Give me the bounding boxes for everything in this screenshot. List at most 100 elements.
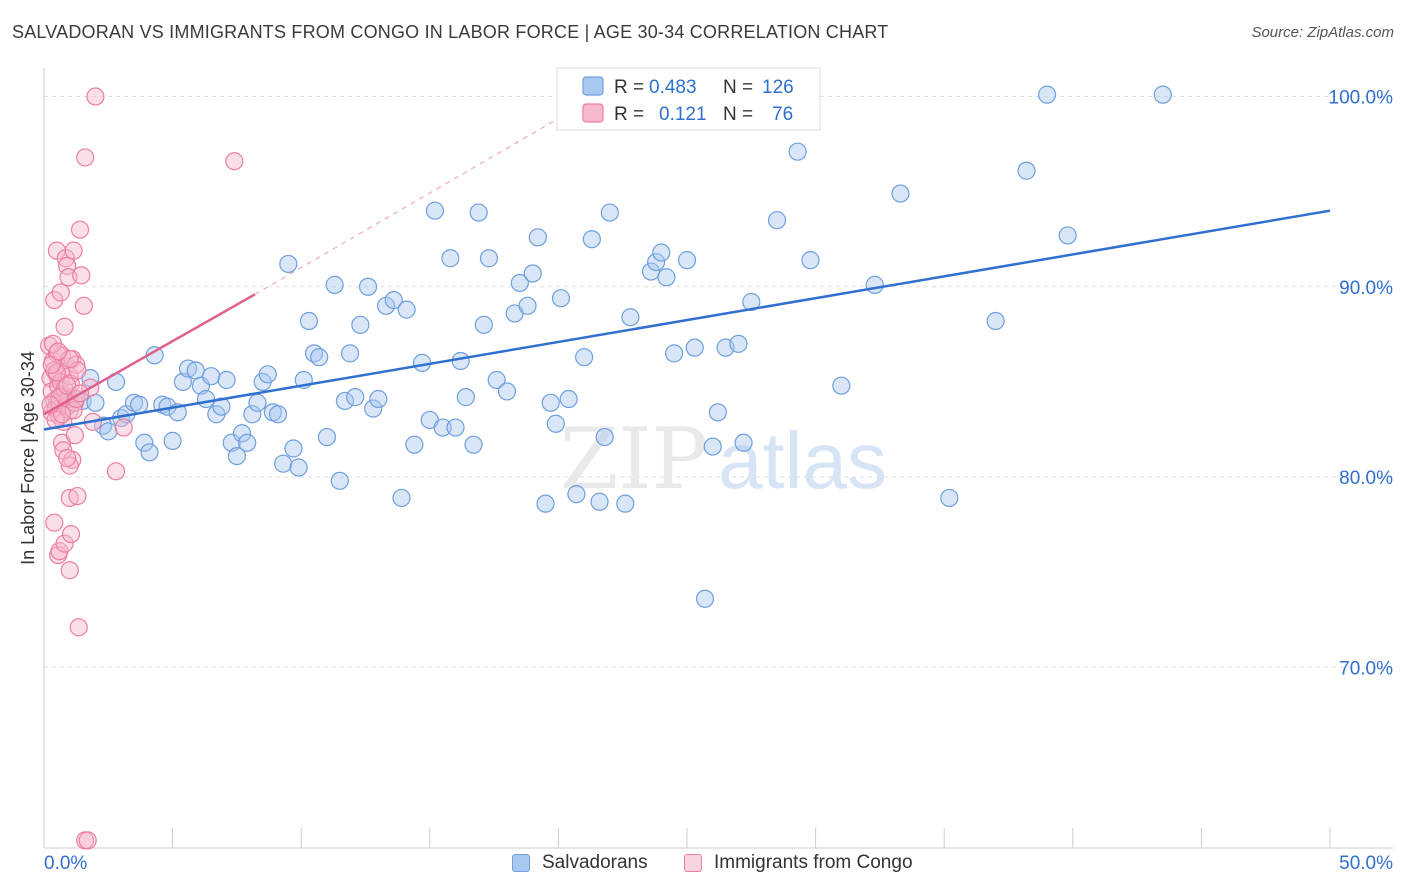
legend-r-label-0: R =	[614, 77, 644, 98]
congo-point	[51, 283, 70, 302]
salvadoran-point	[330, 471, 349, 490]
congo-point	[60, 561, 79, 580]
chart-source: Source: ZipAtlas.com	[1251, 24, 1394, 41]
salvadoran-point	[202, 367, 221, 386]
salvadoran-point	[546, 414, 565, 433]
salvadoran-point	[788, 142, 807, 161]
salvadoran-point	[94, 416, 113, 435]
salvadoran-point	[86, 393, 105, 412]
trend-lines	[43, 73, 1331, 431]
salvadoran-point	[685, 338, 704, 357]
salvadoran-point	[335, 391, 355, 411]
salvadoran-point	[567, 485, 586, 504]
salvadoran-point	[351, 315, 370, 334]
y-tick-label: 80.0%	[1339, 468, 1393, 489]
salvadoran-point	[464, 435, 483, 454]
salvadoran-point	[665, 344, 684, 363]
y-axis-label: In Labor Force | Age 30-34	[18, 351, 38, 565]
congo-point	[70, 220, 90, 239]
congo-point	[106, 462, 126, 481]
salvadoran-point	[1058, 226, 1077, 245]
salvadoran-point	[474, 315, 493, 334]
y-tick-label: 90.0%	[1339, 278, 1393, 299]
salvadoran-point	[279, 254, 298, 274]
y-tick-labels: 100.0% 90.0% 80.0% 70.0%	[1329, 88, 1394, 680]
congo-point	[64, 401, 83, 420]
salvadoran-point	[559, 389, 578, 409]
salvadoran-point	[469, 203, 488, 222]
y-tick-label: 70.0%	[1339, 658, 1393, 679]
salvadoran-point	[986, 311, 1005, 331]
salvadoran-point	[99, 422, 118, 441]
salvadoran-point	[647, 252, 666, 272]
salvadoran-point	[243, 405, 262, 424]
salvadoran-point	[451, 351, 470, 371]
congo-point	[55, 534, 74, 553]
salvadoran-point	[186, 361, 205, 380]
salvadoran-point	[369, 389, 388, 409]
salvadoran-point	[582, 230, 601, 249]
salvadoran-point	[616, 494, 635, 513]
salvadoran-point	[364, 399, 383, 418]
legend-swatch-congo	[582, 103, 604, 123]
congo-point	[65, 426, 84, 445]
salvadoran-point	[397, 300, 416, 319]
congo-point	[64, 241, 83, 260]
salvadoran-point	[600, 203, 619, 222]
salvadoran-point	[217, 370, 236, 390]
congo-point	[69, 618, 88, 637]
salvadoran-point	[196, 389, 216, 409]
salvadoran-point	[456, 388, 475, 407]
congo-point	[78, 831, 97, 850]
legend-n-value-1: 76	[772, 104, 793, 125]
salvadoran-point	[232, 424, 252, 443]
salvadoran-point	[340, 344, 360, 363]
salvadoran-point	[510, 273, 529, 293]
salvadoran-point	[227, 446, 246, 466]
salvadoran-point	[652, 243, 671, 262]
trend-line-congo-extension	[254, 73, 636, 295]
congo-point	[72, 266, 91, 285]
legend-top: R = 0.483 N = 126 R = 0.121 N = 76	[556, 67, 821, 131]
salvadoran-point	[258, 365, 277, 384]
salvadoran-point	[523, 264, 542, 283]
salvadoran-point	[742, 292, 761, 312]
salvadoran-point	[425, 201, 445, 220]
data-points	[40, 85, 1172, 850]
congo-point	[58, 448, 77, 468]
salvadoran-point	[657, 268, 676, 287]
salvadoran-point	[767, 211, 787, 230]
x-tick-label-min: 0.0%	[44, 853, 87, 874]
salvadoran-point	[248, 393, 267, 412]
salvadoran-point	[274, 454, 293, 473]
salvadoran-point	[536, 494, 555, 513]
salvadoran-point	[487, 370, 506, 390]
salvadoran-point	[268, 405, 288, 424]
salvadoran-point	[575, 348, 594, 367]
legend-item-salvadorans: Salvadorans	[512, 852, 648, 874]
salvadoran-point	[238, 433, 257, 452]
legend-swatch-bottom-congo	[684, 854, 702, 872]
salvadoran-point	[384, 290, 403, 310]
salvadoran-point	[446, 418, 465, 437]
salvadoran-point	[891, 184, 910, 203]
salvadoran-point	[590, 492, 609, 511]
congo-point	[61, 524, 81, 544]
legend-label-congo: Immigrants from Congo	[714, 852, 913, 873]
salvadoran-point	[163, 431, 182, 450]
congo-point	[45, 513, 64, 532]
salvadoran-point	[289, 458, 308, 477]
salvadoran-point	[299, 311, 319, 331]
legend-n-label-0: N =	[723, 77, 753, 98]
salvadoran-point	[1153, 85, 1172, 104]
watermark: ZIP atlas	[560, 410, 887, 508]
salvadoran-point	[310, 348, 329, 367]
salvadoran-point	[317, 427, 337, 447]
congo-point	[76, 148, 95, 167]
legend-swatch-bottom-salvadorans	[512, 854, 530, 872]
salvadoran-point	[1017, 161, 1036, 180]
congo-point	[68, 486, 87, 506]
congo-point	[225, 152, 244, 171]
legend-n-value-0: 126	[762, 77, 794, 98]
